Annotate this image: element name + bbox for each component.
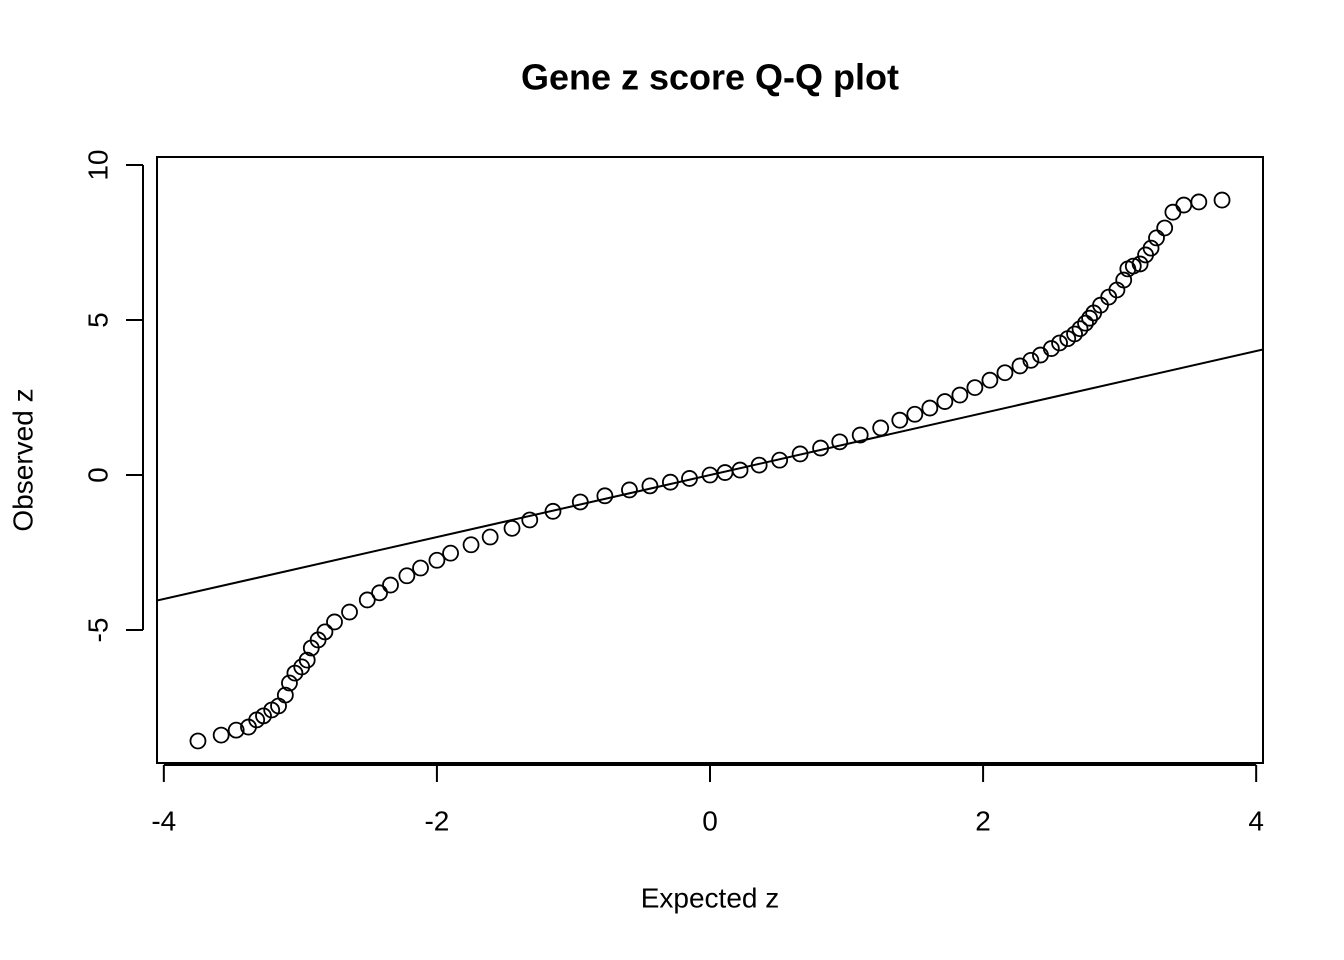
x-tick-label: 0: [702, 805, 718, 836]
point: [503, 519, 521, 537]
point: [1066, 325, 1083, 343]
point: [1051, 334, 1068, 352]
point: [1148, 229, 1165, 247]
point: [371, 584, 388, 602]
x-tick-label: 4: [1248, 805, 1264, 836]
y-tick-label: 10: [82, 149, 113, 180]
chart-title: Gene z score Q-Q plot: [521, 57, 899, 98]
point: [681, 470, 698, 487]
point: [521, 511, 539, 529]
point: [791, 445, 809, 463]
reference-line: [157, 348, 1263, 602]
point: [921, 399, 939, 417]
point: [981, 371, 999, 389]
point: [750, 456, 768, 474]
y-tick-label: -5: [82, 618, 113, 643]
point: [996, 364, 1014, 382]
point: [1156, 219, 1174, 237]
point: [276, 686, 294, 704]
point: [966, 379, 984, 397]
point: [1081, 309, 1098, 327]
point: [662, 473, 679, 491]
y-tick-label: 0: [82, 467, 113, 483]
point: [1142, 239, 1160, 257]
point: [544, 502, 562, 520]
point: [951, 386, 969, 404]
point: [1124, 257, 1142, 275]
point: [831, 433, 849, 451]
point: [851, 426, 869, 444]
plot-box: [156, 156, 1264, 764]
point: [1022, 351, 1040, 369]
point: [1011, 357, 1029, 375]
point: [462, 536, 480, 554]
point: [382, 576, 399, 594]
x-tick-label: -2: [424, 805, 449, 836]
point: [428, 551, 446, 569]
point: [872, 419, 890, 437]
point: [298, 651, 316, 669]
point: [1115, 271, 1133, 289]
point: [1164, 203, 1182, 221]
point: [398, 567, 416, 585]
point: [481, 528, 499, 546]
point: [1131, 255, 1149, 273]
y-tick-label: 5: [82, 312, 113, 328]
point: [936, 393, 954, 410]
point: [1213, 191, 1231, 209]
point: [326, 613, 343, 631]
point: [621, 481, 638, 499]
point: [1071, 320, 1089, 338]
point: [571, 493, 589, 511]
point: [596, 487, 614, 505]
point: [812, 439, 829, 457]
point: [906, 405, 924, 423]
point: [281, 674, 298, 692]
point: [316, 623, 334, 641]
point: [771, 451, 789, 469]
point: [227, 721, 245, 739]
x-tick-label: 2: [975, 805, 991, 836]
point: [189, 732, 207, 750]
point: [442, 544, 459, 562]
point: [1042, 340, 1060, 357]
point: [358, 591, 376, 609]
point: [1175, 196, 1193, 214]
x-axis-label: Expected z: [641, 882, 780, 913]
x-tick-label: -4: [151, 805, 176, 836]
point: [891, 411, 909, 429]
point: [412, 559, 429, 577]
point: [1190, 193, 1208, 211]
y-axis-label: Observed z: [7, 388, 38, 531]
point: [341, 603, 358, 621]
point: [1077, 314, 1094, 332]
point: [641, 477, 659, 495]
point: [731, 461, 749, 479]
point: [212, 726, 230, 744]
